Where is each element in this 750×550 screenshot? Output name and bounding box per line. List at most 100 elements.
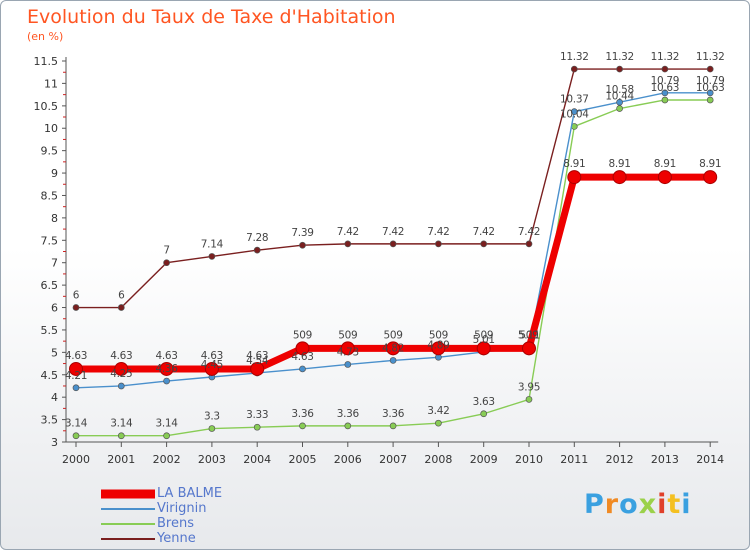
data-label: 4.25	[110, 368, 132, 380]
logo-letter: i	[657, 489, 668, 520]
x-tick-label: 2014	[696, 453, 724, 466]
data-point	[117, 304, 125, 311]
chart-title: Evolution du Taux de Taxe d'Habitation	[27, 6, 396, 28]
data-label: 509	[338, 329, 357, 341]
y-tick-label: 8.5	[41, 189, 59, 202]
y-tick-label: 6	[51, 302, 58, 315]
data-point	[657, 170, 672, 185]
data-label: 7.42	[427, 226, 449, 238]
legend-label: Brens	[157, 516, 194, 531]
data-point	[389, 357, 397, 364]
data-label: 7.28	[246, 232, 268, 244]
data-label: 4.63	[291, 351, 313, 363]
data-label: 509	[474, 329, 493, 341]
y-tick-label: 10	[44, 122, 58, 135]
y-tick-label: 4	[51, 391, 58, 404]
logo-letter: r	[604, 489, 620, 520]
data-label: 3.3	[204, 411, 220, 423]
data-point	[706, 89, 714, 97]
x-tick-label: 2009	[470, 453, 498, 466]
data-point	[661, 89, 669, 97]
data-point	[525, 396, 533, 403]
data-label: 3.14	[156, 418, 179, 430]
data-point	[389, 240, 397, 248]
data-label: 4.63	[65, 350, 87, 362]
series-line	[75, 68, 711, 309]
logo-letter: i	[681, 489, 692, 520]
y-tick-label: 7	[51, 257, 58, 270]
data-point	[253, 246, 261, 254]
data-label: 509	[519, 329, 538, 341]
data-point	[616, 98, 623, 106]
data-label: 509	[293, 329, 312, 341]
data-label: 7.14	[201, 238, 224, 250]
data-label: 3.42	[427, 405, 449, 417]
data-point	[344, 422, 352, 430]
x-tick-label: 2013	[651, 453, 679, 466]
data-point	[72, 384, 80, 392]
data-label: 5.11	[518, 329, 540, 341]
data-label: 5.01	[473, 334, 495, 346]
series-line	[75, 99, 711, 437]
data-point	[389, 422, 397, 430]
data-point	[299, 241, 306, 249]
x-tick-label: 2012	[606, 453, 634, 466]
data-point	[340, 341, 355, 356]
data-label: 10.63	[651, 82, 680, 94]
data-labels: 6 6 7 7.14 7.28 7.39 7.42 7.42 7.42 7.42 7.42 11.32…	[65, 51, 725, 430]
proxiti-logo: Proxiti	[584, 489, 692, 520]
data-label: 10.79	[696, 75, 725, 87]
x-tick-label: 2011	[560, 453, 588, 466]
legend-swatch-yenne	[101, 537, 155, 540]
legend-swatch-la-balme	[101, 489, 155, 498]
data-point	[525, 240, 533, 248]
data-point	[386, 341, 401, 356]
y-tick-label: 3	[51, 436, 58, 449]
data-label: 509	[429, 329, 448, 341]
data-point	[69, 361, 83, 376]
data-point	[163, 259, 170, 267]
y-tick-label: 4.5	[41, 369, 59, 382]
series-layer	[69, 65, 718, 440]
data-point	[159, 361, 174, 376]
data-label: 4.73	[337, 346, 359, 358]
data-point	[204, 361, 219, 376]
data-label: 3.36	[291, 408, 314, 420]
data-point	[299, 365, 306, 373]
data-label: 4.54	[246, 355, 269, 367]
data-point	[344, 240, 352, 248]
data-point	[250, 361, 265, 376]
logo-letter: x	[638, 489, 658, 520]
x-tick-label: 2005	[289, 453, 317, 466]
data-point	[117, 432, 125, 440]
data-label: 10.37	[560, 94, 589, 106]
data-label: 4.89	[427, 339, 449, 351]
data-label: 11.32	[605, 51, 634, 63]
data-label: 4.63	[246, 350, 268, 362]
data-point	[295, 341, 310, 356]
data-point	[706, 65, 714, 73]
data-label: 7.42	[337, 226, 359, 238]
data-point	[344, 361, 352, 368]
data-label: 7.39	[291, 227, 313, 239]
y-tick-label: 7.5	[41, 234, 59, 247]
data-point	[163, 432, 170, 440]
y-tick-label: 11.5	[34, 55, 59, 68]
data-point	[616, 65, 623, 73]
data-point	[72, 432, 80, 440]
x-tick-label: 2000	[62, 453, 90, 466]
x-tick-label: 2006	[334, 453, 362, 466]
data-point	[431, 341, 446, 356]
data-label: 3.33	[246, 409, 268, 421]
y-tick-label: 6.5	[41, 279, 59, 292]
legend-swatch-virignin	[101, 507, 155, 510]
data-label: 8.91	[699, 158, 721, 170]
data-label: 509	[384, 329, 403, 341]
y-tick-label: 5	[51, 346, 58, 359]
data-label: 8.91	[609, 158, 631, 170]
data-label: 10.44	[605, 91, 634, 103]
data-label: 3.36	[337, 408, 360, 420]
data-label: 4.82	[382, 342, 404, 354]
data-label: 11.32	[560, 51, 589, 63]
